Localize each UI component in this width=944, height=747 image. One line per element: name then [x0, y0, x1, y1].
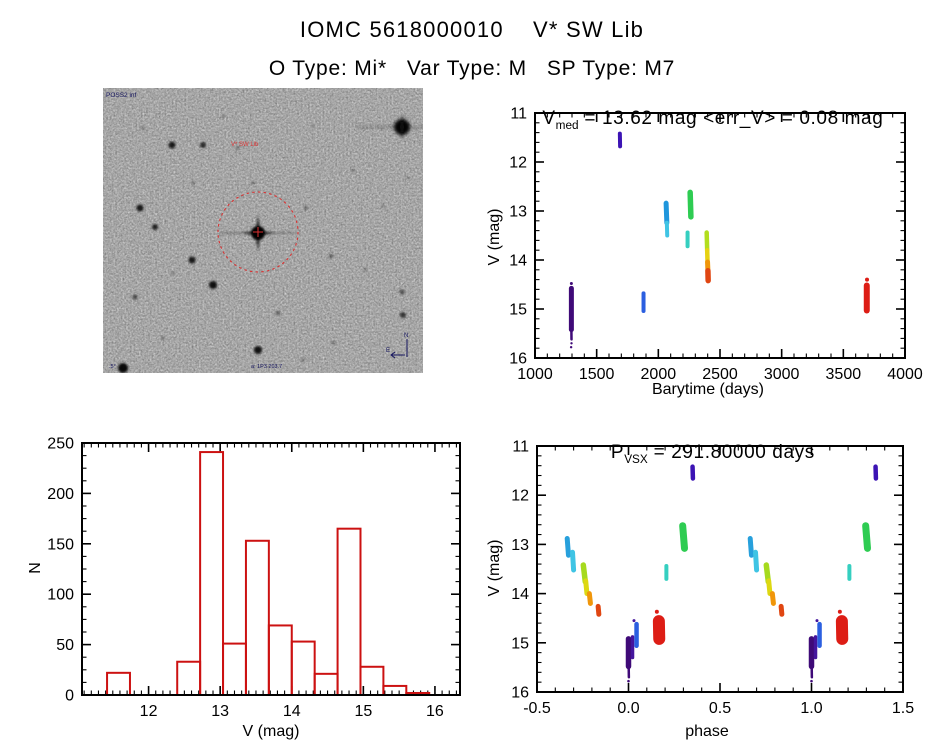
phase-plot: -0.5 0.0 0.5 1.0 1.5 11 12 13 14 15 16 [511, 439, 914, 718]
phase-title-rest: = 291.80000 days [647, 442, 815, 463]
survey-label: POSS2 inf [106, 92, 137, 99]
phase-title-prefix: P [610, 442, 625, 463]
phase-title-subscript: VSX [624, 452, 648, 466]
page-title: IOMC 5618000010 V* SW Lib [299, 17, 645, 42]
svg-text:12: 12 [140, 703, 158, 720]
lightcurve-plot: 1000 1500 2000 2500 3000 3500 4000 11 12 13 14 15 16 [509, 106, 923, 384]
lightcurve-y-axis-label: V (mag) [486, 208, 503, 266]
svg-text:13: 13 [511, 537, 529, 554]
svg-text:1500: 1500 [579, 366, 615, 383]
svg-text:13: 13 [509, 204, 527, 221]
svg-text:50: 50 [56, 637, 74, 654]
svg-text:1.0: 1.0 [800, 700, 822, 717]
svg-text:2500: 2500 [702, 366, 738, 383]
svg-text:16: 16 [426, 703, 444, 720]
coords-label: a: 1P3 203.7 [251, 364, 282, 370]
finder-chart-panel: POSS2 inf V* SW Lib .5° a: 1P3 203.7 N E [103, 88, 423, 373]
svg-text:15: 15 [354, 703, 372, 720]
lightcurve-title-subscript: med [555, 118, 579, 132]
svg-text:1.5: 1.5 [892, 700, 914, 717]
phase-x-axis-label: phase [685, 723, 729, 740]
target-marker-circle [217, 191, 299, 273]
histogram-x-axis-label: V (mag) [242, 723, 300, 740]
svg-text:11: 11 [512, 439, 529, 456]
svg-text:11: 11 [510, 106, 527, 123]
svg-text:2000: 2000 [641, 366, 677, 383]
svg-text:16: 16 [509, 351, 527, 368]
svg-text:0.0: 0.0 [617, 700, 639, 717]
histogram-y-axis-label: N [27, 562, 44, 574]
svg-text:14: 14 [283, 703, 301, 720]
svg-text:100: 100 [47, 587, 74, 604]
svg-text:0.5: 0.5 [709, 700, 731, 717]
svg-text:15: 15 [509, 302, 527, 319]
histogram-plot: 12 13 14 15 16 0 50 100 150 200 250 [47, 436, 461, 720]
compass-north-label: N [404, 333, 408, 339]
svg-text:1000: 1000 [517, 366, 553, 383]
compass-east-label: E [386, 348, 390, 354]
phase-plot-title: PVSX = 291.80000 days [470, 420, 944, 466]
svg-text:250: 250 [47, 436, 74, 453]
target-label: V* SW Lib [231, 142, 259, 148]
phase-y-axis-label: V (mag) [486, 539, 503, 597]
svg-text:3500: 3500 [826, 366, 862, 383]
star-field [118, 114, 410, 373]
svg-text:13: 13 [211, 703, 229, 720]
svg-text:16: 16 [511, 685, 529, 702]
svg-text:150: 150 [47, 536, 74, 553]
finder-chart-image: POSS2 inf V* SW Lib .5° a: 1P3 203.7 N E [103, 88, 423, 373]
svg-text:200: 200 [47, 486, 74, 503]
scale-label: .5° [109, 364, 116, 370]
svg-text:0: 0 [65, 688, 74, 705]
lightcurve-x-axis-label: Barytime (days) [651, 381, 765, 398]
svg-text:-0.5: -0.5 [523, 700, 551, 717]
svg-text:14: 14 [511, 586, 529, 603]
svg-text:14: 14 [509, 253, 527, 270]
svg-text:3000: 3000 [764, 366, 800, 383]
page-subtitle: O Type: Mi* Var Type: M SP Type: M7 [268, 57, 676, 80]
svg-text:12: 12 [511, 488, 529, 505]
compass-icon: N E [386, 333, 408, 359]
svg-text:12: 12 [509, 155, 527, 172]
svg-text:15: 15 [511, 635, 529, 652]
svg-text:4000: 4000 [887, 366, 923, 383]
